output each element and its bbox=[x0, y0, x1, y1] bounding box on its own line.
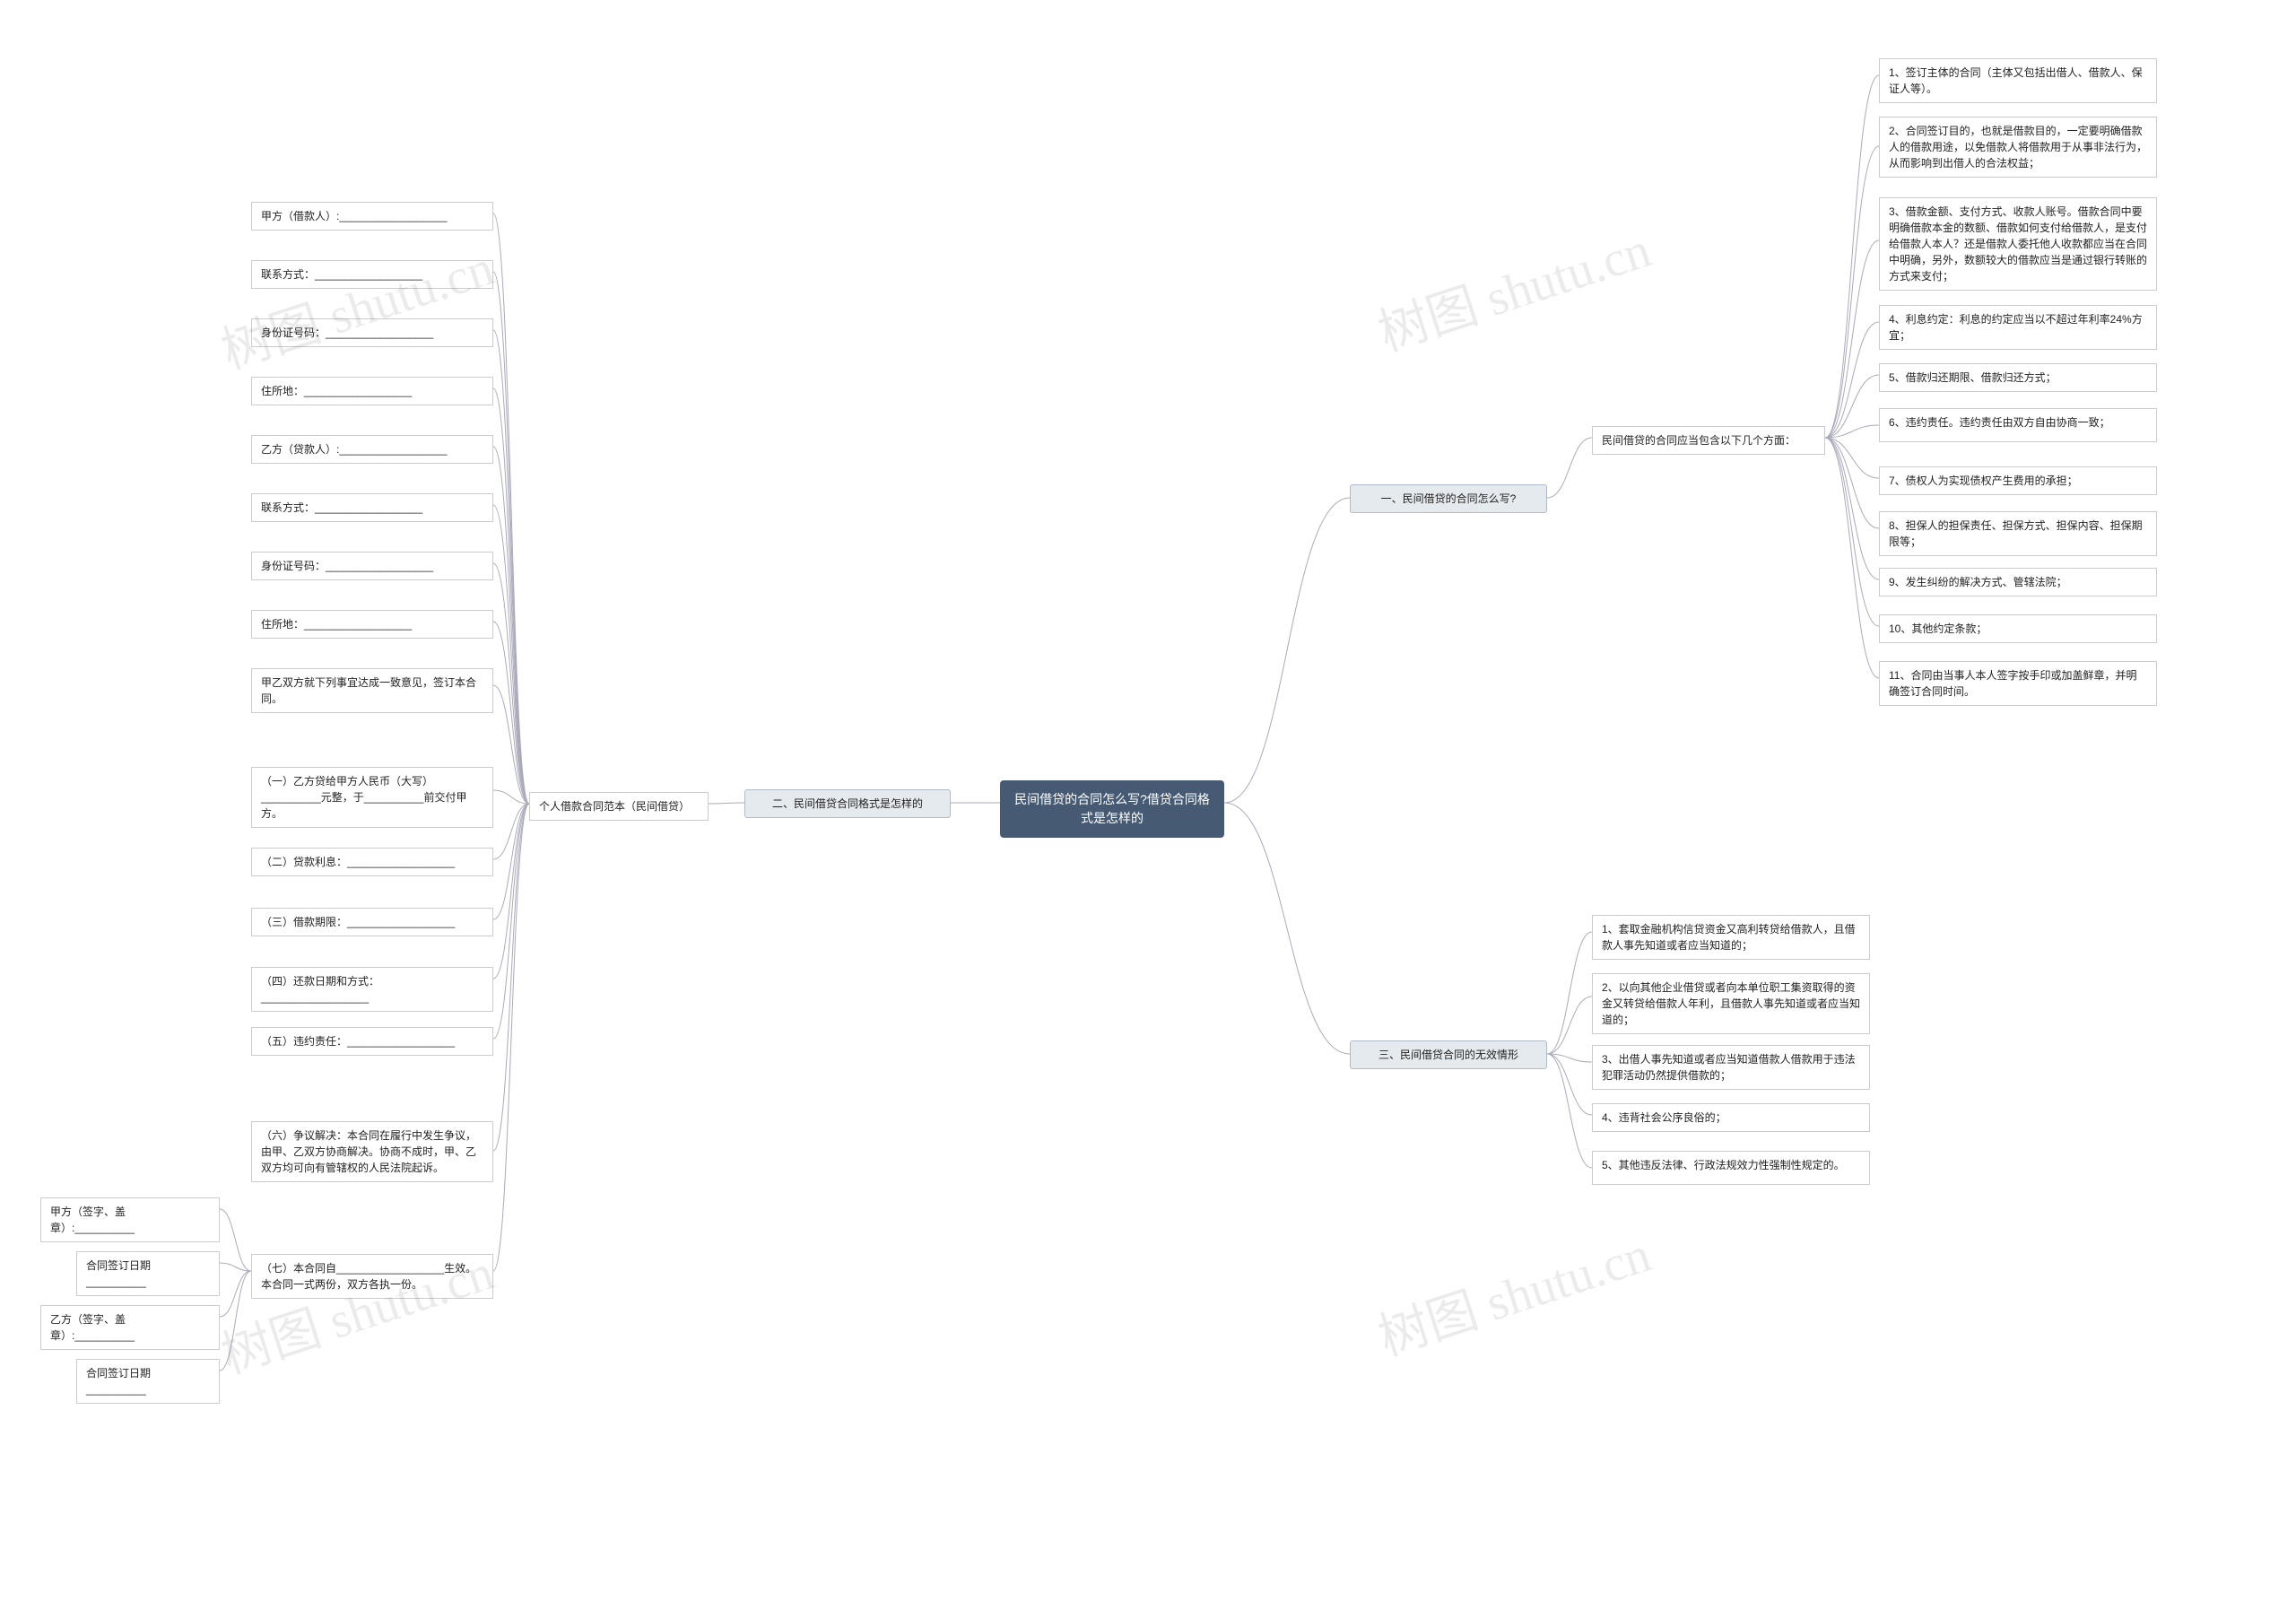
leaf-node: 3、出借人事先知道或者应当知道借款人借款用于违法犯罪活动仍然提供借款的； bbox=[1592, 1045, 1870, 1090]
leaf-node: 8、担保人的担保责任、担保方式、担保内容、担保期限等； bbox=[1879, 511, 2157, 556]
leaf-node: 4、利息约定：利息的约定应当以不超过年利率24%方宜； bbox=[1879, 305, 2157, 350]
leaf-node: 4、违背社会公序良俗的； bbox=[1592, 1103, 1870, 1132]
branch-node: 二、民间借贷合同格式是怎样的 bbox=[744, 789, 951, 818]
leaf-node: 1、签订主体的合同（主体又包括出借人、借款人、保证人等）。 bbox=[1879, 58, 2157, 103]
leaf-node: （六）争议解决：本合同在履行中发生争议，由甲、乙双方协商解决。协商不成时，甲、乙… bbox=[251, 1121, 493, 1182]
leaf-node: 乙方（签字、盖章）:__________ bbox=[40, 1305, 220, 1350]
leaf-node: 甲方（借款人）:__________________ bbox=[251, 202, 493, 231]
leaf-node: 3、借款金额、支付方式、收款人账号。借款合同中要明确借款本金的数额、借款如何支付… bbox=[1879, 197, 2157, 291]
leaf-node: 1、套取金融机构信贷资金又高利转贷给借款人，且借款人事先知道或者应当知道的； bbox=[1592, 915, 1870, 960]
branch-node: 三、民间借贷合同的无效情形 bbox=[1350, 1040, 1547, 1069]
leaf-node: 住所地：__________________ bbox=[251, 610, 493, 639]
leaf-node: （三）借款期限：__________________ bbox=[251, 908, 493, 936]
leaf-node: 身份证号码：__________________ bbox=[251, 552, 493, 580]
leaf-node: 7、债权人为实现债权产生费用的承担； bbox=[1879, 466, 2157, 495]
leaf-node: （七）本合同自__________________生效。本合同一式两份，双方各执… bbox=[251, 1254, 493, 1299]
leaf-node: （一）乙方贷给甲方人民币（大写）__________元整，于__________… bbox=[251, 767, 493, 828]
leaf-node: 甲方（签字、盖章）:__________ bbox=[40, 1197, 220, 1242]
watermark: 树图 shutu.cn bbox=[211, 227, 501, 383]
leaf-node: 身份证号码：__________________ bbox=[251, 318, 493, 347]
leaf-node: 2、合同签订目的，也就是借款目的，一定要明确借款人的借款用途，以免借款人将借款用… bbox=[1879, 117, 2157, 178]
leaf-node: 10、其他约定条款； bbox=[1879, 614, 2157, 643]
leaf-node: 11、合同由当事人本人签字按手印或加盖鲜章，并明确签订合同时间。 bbox=[1879, 661, 2157, 706]
leaf-node: 6、违约责任。违约责任由双方自由协商一致； bbox=[1879, 408, 2157, 442]
leaf-node: 合同签订日期__________ bbox=[76, 1251, 220, 1296]
leaf-node: 民间借贷的合同应当包含以下几个方面： bbox=[1592, 426, 1825, 455]
leaf-node: 2、以向其他企业借贷或者向本单位职工集资取得的资金又转贷给借款人年利，且借款人事… bbox=[1592, 973, 1870, 1034]
leaf-node: 联系方式：__________________ bbox=[251, 493, 493, 522]
leaf-node: 联系方式：__________________ bbox=[251, 260, 493, 289]
leaf-node: 5、其他违反法律、行政法规效力性强制性规定的。 bbox=[1592, 1151, 1870, 1185]
leaf-node: 住所地：__________________ bbox=[251, 377, 493, 405]
leaf-node: 甲乙双方就下列事宜达成一致意见，签订本合同。 bbox=[251, 668, 493, 713]
branch-node: 一、民间借贷的合同怎么写? bbox=[1350, 484, 1547, 513]
watermark: 树图 shutu.cn bbox=[1368, 209, 1658, 365]
leaf-node: 9、发生纠纷的解决方式、管辖法院； bbox=[1879, 568, 2157, 596]
watermark: 树图 shutu.cn bbox=[1368, 1214, 1658, 1370]
leaf-node: 合同签订日期__________ bbox=[76, 1359, 220, 1404]
mindmap-root: 民间借贷的合同怎么写?借贷合同格式是怎样的 bbox=[1000, 780, 1224, 838]
leaf-node: 5、借款归还期限、借款归还方式； bbox=[1879, 363, 2157, 392]
leaf-node: （四）还款日期和方式：__________________ bbox=[251, 967, 493, 1012]
leaf-node: （二）贷款利息：__________________ bbox=[251, 848, 493, 876]
leaf-node: （五）违约责任：__________________ bbox=[251, 1027, 493, 1056]
leaf-node: 个人借款合同范本（民间借贷） bbox=[529, 792, 709, 821]
leaf-node: 乙方（贷款人）:__________________ bbox=[251, 435, 493, 464]
